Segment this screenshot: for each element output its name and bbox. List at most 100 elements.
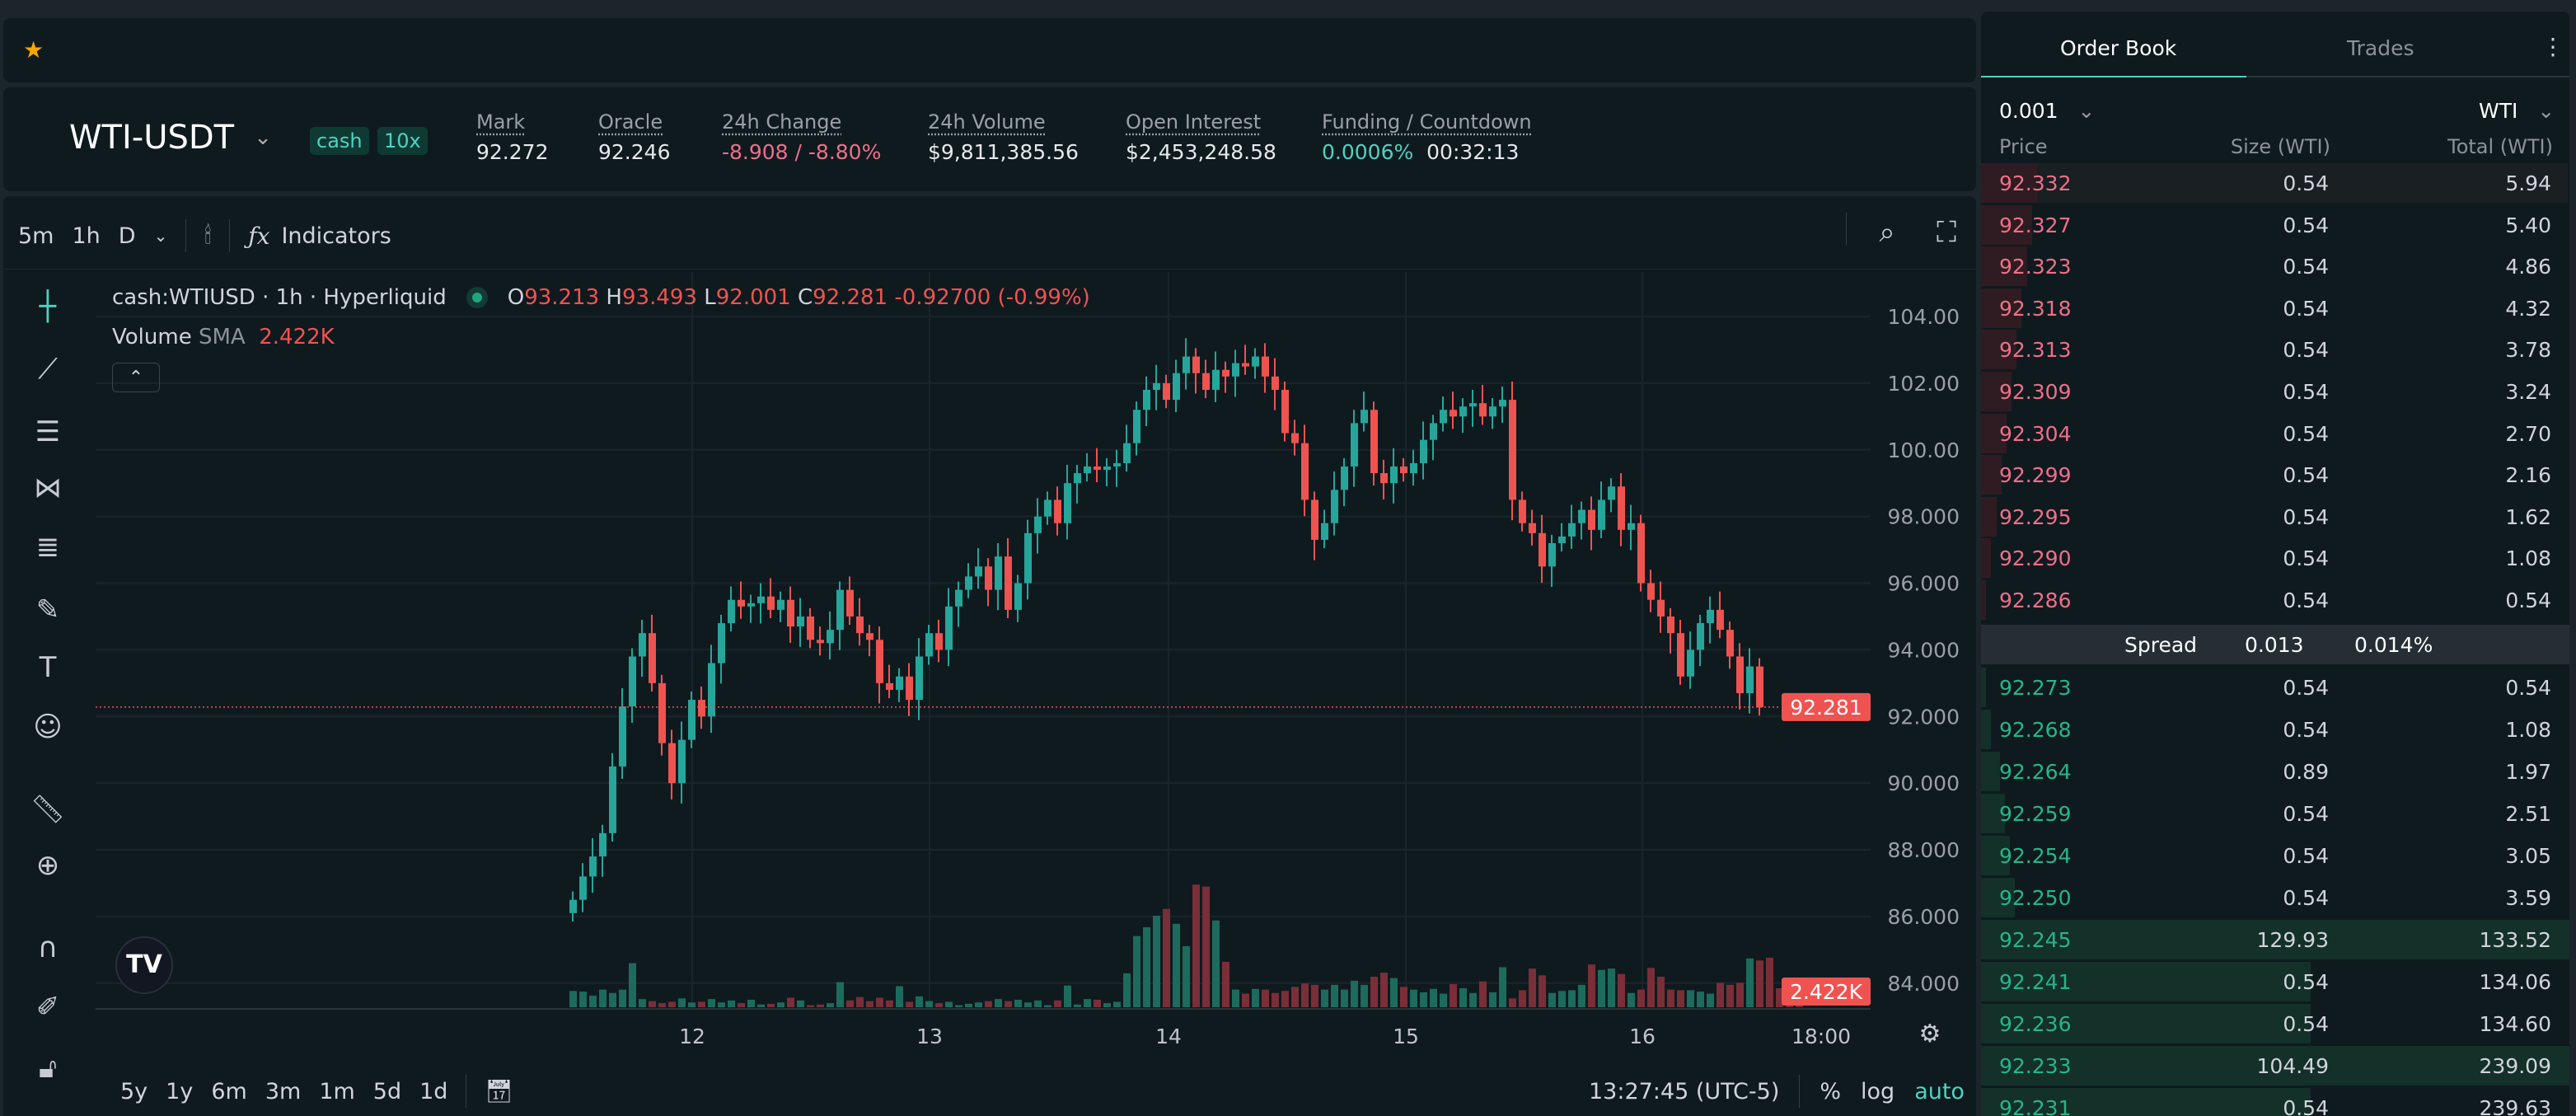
- emoji-icon[interactable]: ☺: [33, 710, 63, 743]
- tick-size-select[interactable]: 0.001 ⌄: [1999, 99, 2095, 123]
- bid-row[interactable]: 92.245 129.93 133.52: [1981, 920, 2569, 959]
- candle-body: [1232, 363, 1239, 377]
- interval-d[interactable]: D: [118, 223, 136, 249]
- depth-bar: [1981, 836, 2010, 875]
- volume-bar: [688, 1002, 696, 1007]
- ask-row[interactable]: 92.295 0.54 1.62: [1981, 496, 2568, 537]
- interval-5m[interactable]: 5m: [18, 223, 54, 249]
- log-toggle[interactable]: log: [1861, 1078, 1895, 1104]
- ask-row[interactable]: 92.332 0.54 5.94: [1981, 163, 2568, 203]
- size: 0.54: [2283, 1012, 2329, 1036]
- magnet-icon[interactable]: ∩: [37, 931, 59, 964]
- volume-bar: [1499, 967, 1506, 1007]
- ask-row[interactable]: 92.313 0.54 3.78: [1981, 330, 2568, 370]
- candle-body: [836, 589, 844, 631]
- price: 92.259: [1999, 802, 2072, 826]
- candle-body: [747, 603, 755, 607]
- range-1d[interactable]: 1d: [419, 1078, 448, 1104]
- volume-bar: [1420, 992, 1427, 1007]
- spread-value: 0.013: [2245, 633, 2304, 657]
- lock-draw-icon[interactable]: ✐: [35, 991, 60, 1024]
- ask-row[interactable]: 92.318 0.54 4.32: [1981, 288, 2568, 328]
- stat-label: Oracle: [598, 110, 663, 134]
- bid-row[interactable]: 92.231 0.54 239.63: [1981, 1088, 2568, 1116]
- range-5y[interactable]: 5y: [120, 1078, 148, 1104]
- tick-size-value: 0.001: [1999, 99, 2058, 123]
- stat-funding: Funding / Countdown 0.0006% 00:32:13: [1322, 110, 1532, 164]
- price-chart[interactable]: 104.00 102.00 100.00 98.000 96.000 94.000 92.0…: [0, 0, 1978, 1116]
- bid-row[interactable]: 92.236 0.54 134.60: [1981, 1004, 2568, 1043]
- volume-bar: [609, 992, 616, 1007]
- symbol-selector[interactable]: WTI-USDT ⌄: [69, 119, 272, 157]
- candle-body: [1726, 630, 1734, 657]
- crosshair-icon[interactable]: ┼: [39, 290, 57, 323]
- volume-bar: [1450, 984, 1457, 1007]
- volume-bar: [678, 998, 686, 1007]
- ruler-icon[interactable]: 📏︎: [30, 793, 66, 826]
- divider: [185, 219, 187, 252]
- volume-bar: [1697, 992, 1704, 1007]
- range-1m[interactable]: 1m: [319, 1078, 355, 1104]
- chevron-down-icon[interactable]: ⌄: [153, 226, 168, 246]
- range-3m[interactable]: 3m: [265, 1078, 302, 1104]
- volume-bar: [1628, 992, 1635, 1007]
- ask-row[interactable]: 92.299 0.54 2.16: [1981, 455, 2568, 495]
- volume-bar: [1440, 993, 1447, 1007]
- fullscreen-icon[interactable]: ⛶: [1937, 216, 1956, 249]
- range-6m[interactable]: 6m: [211, 1078, 247, 1104]
- settings-icon[interactable]: ⚙: [1918, 1019, 1941, 1048]
- bid-row[interactable]: 92.268 0.54 1.08: [1981, 710, 2568, 749]
- trendline-icon[interactable]: ⟋: [38, 353, 58, 386]
- pattern-icon[interactable]: ⋈: [34, 471, 62, 504]
- tab-order-book[interactable]: Order Book: [2060, 36, 2177, 60]
- volume-bar: [1094, 999, 1101, 1007]
- ask-row[interactable]: 92.323 0.54 4.86: [1981, 246, 2568, 287]
- bid-row[interactable]: 92.233 104.49 239.09: [1981, 1046, 2569, 1086]
- funding-rate: 0.0006%: [1322, 140, 1414, 164]
- depth-bar: [1981, 538, 1992, 579]
- ask-row[interactable]: 92.290 0.54 1.08: [1981, 538, 2568, 579]
- collapse-legend-button[interactable]: ⌃: [112, 363, 160, 392]
- range-5d[interactable]: 5d: [372, 1078, 402, 1104]
- bid-row[interactable]: 92.264 0.89 1.97: [1981, 752, 2568, 791]
- goto-date-icon[interactable]: 📅︎: [485, 1079, 513, 1104]
- horizontal-lines-icon[interactable]: ☰: [35, 415, 61, 448]
- fib-icon[interactable]: ≣: [35, 531, 60, 564]
- candle-body: [629, 656, 636, 707]
- star-icon[interactable]: ★: [23, 36, 44, 63]
- bid-row[interactable]: 92.250 0.54 3.59: [1981, 878, 2568, 917]
- candle-type-icon[interactable]: 🕯︎: [204, 222, 212, 249]
- interval-1h[interactable]: 1h: [72, 223, 101, 249]
- bid-row[interactable]: 92.254 0.54 3.05: [1981, 836, 2568, 875]
- volume-bar: [906, 1001, 913, 1007]
- ask-row[interactable]: 92.304 0.54 2.70: [1981, 413, 2568, 453]
- range-1y[interactable]: 1y: [166, 1078, 194, 1104]
- text-icon[interactable]: T: [39, 651, 57, 684]
- unit-select[interactable]: WTI ⌄: [2479, 99, 2555, 123]
- ask-row[interactable]: 92.286 0.54 0.54: [1981, 580, 2568, 620]
- lock-icon[interactable]: 🔓︎: [38, 1052, 58, 1085]
- candle-body: [866, 633, 873, 640]
- volume-bar: [1598, 969, 1605, 1007]
- price: 92.327: [1999, 213, 2072, 237]
- bid-row[interactable]: 92.241 0.54 134.06: [1981, 962, 2568, 1001]
- ask-row[interactable]: 92.327 0.54 5.40: [1981, 204, 2568, 245]
- volume-bar: [787, 997, 794, 1007]
- bid-row[interactable]: 92.273 0.54 0.54: [1981, 668, 2568, 707]
- candle-body: [1301, 443, 1309, 500]
- indicators-button[interactable]: ƒx Indicators: [248, 223, 391, 250]
- unit-value: WTI: [2479, 99, 2518, 123]
- volume-bar: [1776, 987, 1783, 1007]
- brush-icon[interactable]: ✎: [35, 593, 60, 626]
- zoom-in-icon[interactable]: ⊕: [35, 849, 60, 882]
- more-options-icon[interactable]: ⋮: [2541, 33, 2564, 60]
- zoom-search-icon[interactable]: ⌕: [1879, 216, 1895, 249]
- percent-toggle[interactable]: %: [1820, 1078, 1842, 1104]
- candle-body: [1341, 466, 1348, 490]
- size: 0.54: [2283, 676, 2329, 700]
- auto-toggle[interactable]: auto: [1914, 1078, 1965, 1104]
- ask-row[interactable]: 92.309 0.54 3.24: [1981, 372, 2568, 411]
- bid-row[interactable]: 92.259 0.54 2.51: [1981, 794, 2568, 833]
- candle-body: [886, 682, 893, 690]
- tab-trades[interactable]: Trades: [2347, 36, 2414, 60]
